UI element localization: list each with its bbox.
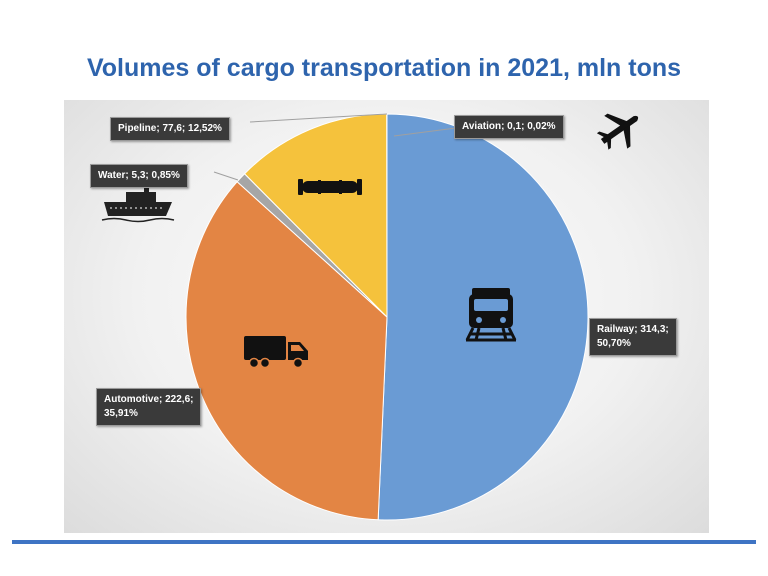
ship-icon — [101, 188, 175, 223]
chart-title: Volumes of cargo transportation in 2021,… — [86, 54, 682, 82]
leader-line-aviation — [393, 127, 457, 137]
data-label-railway: Railway; 314,3; 50,70% — [589, 318, 677, 356]
leader-line-water — [213, 171, 239, 181]
data-label-automotive: Automotive; 222,6; 35,91% — [96, 388, 202, 426]
airplane-icon — [596, 113, 639, 150]
data-label-pipeline: Pipeline; 77,6; 12,52% — [110, 117, 230, 141]
pie-slice-automotive — [185, 180, 388, 521]
data-label-aviation: Aviation; 0,1; 0,02% — [454, 115, 564, 139]
pie-chart — [101, 113, 639, 521]
truck-icon — [244, 336, 308, 369]
data-label-water: Water; 5,3; 0,85% — [90, 164, 188, 188]
train-icon — [465, 288, 517, 342]
bottom-divider — [12, 540, 756, 544]
pipeline-icon — [298, 179, 362, 195]
chart-area: Pipeline; 77,6; 12,52% Water; 5,3; 0,85%… — [64, 100, 709, 533]
leader-line-pipeline — [249, 113, 388, 123]
